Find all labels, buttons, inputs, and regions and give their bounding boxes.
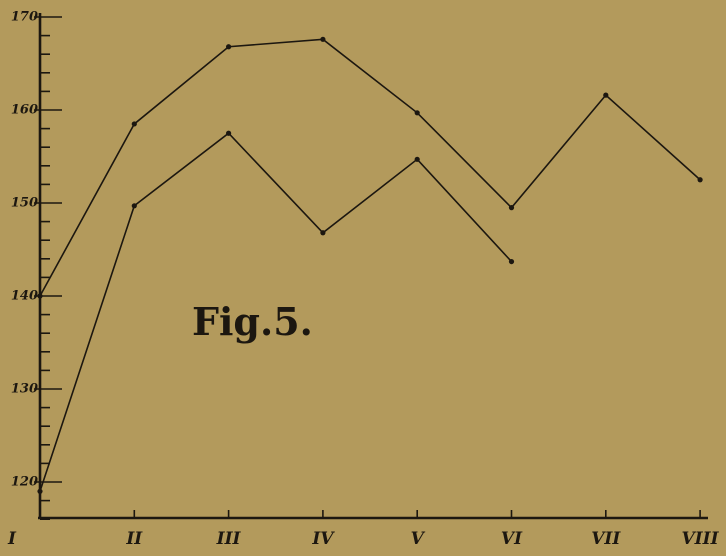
series-line-2 <box>39 132 513 492</box>
data-point <box>508 258 515 265</box>
data-point <box>226 44 232 50</box>
data-point <box>131 121 137 127</box>
x-axis: I II III IV V VI VII VIII <box>7 510 720 549</box>
data-point <box>37 488 43 494</box>
data-point <box>131 203 137 209</box>
data-point <box>414 110 420 116</box>
x-tick-label: VI <box>501 529 523 549</box>
x-tick-label: III <box>216 529 242 549</box>
data-point <box>508 205 515 211</box>
data-point <box>37 293 43 299</box>
data-point <box>697 177 703 183</box>
x-tick-label: VII <box>591 529 621 549</box>
y-tick-label: 170 <box>11 10 38 25</box>
series-layer <box>37 36 703 494</box>
data-point <box>320 230 326 236</box>
series-line-1 <box>39 38 701 297</box>
y-tick-label: 130 <box>11 382 38 397</box>
y-tick-label: 150 <box>11 196 38 211</box>
x-tick-label: I <box>7 529 17 549</box>
x-tick-label: IV <box>311 529 335 549</box>
data-point <box>603 92 609 98</box>
y-tick-label: 160 <box>11 103 38 118</box>
y-tick-label: 120 <box>11 475 38 490</box>
x-tick-label: VIII <box>681 529 719 549</box>
data-point <box>226 130 232 136</box>
data-point <box>320 36 326 42</box>
figure-label: Fig.5. <box>192 299 313 344</box>
data-point <box>414 156 420 162</box>
x-tick-label: V <box>411 529 426 549</box>
x-tick-label: II <box>125 529 143 549</box>
y-tick-label: 140 <box>11 289 38 304</box>
y-axis: 120 130 140 150 160 170 <box>11 10 62 521</box>
